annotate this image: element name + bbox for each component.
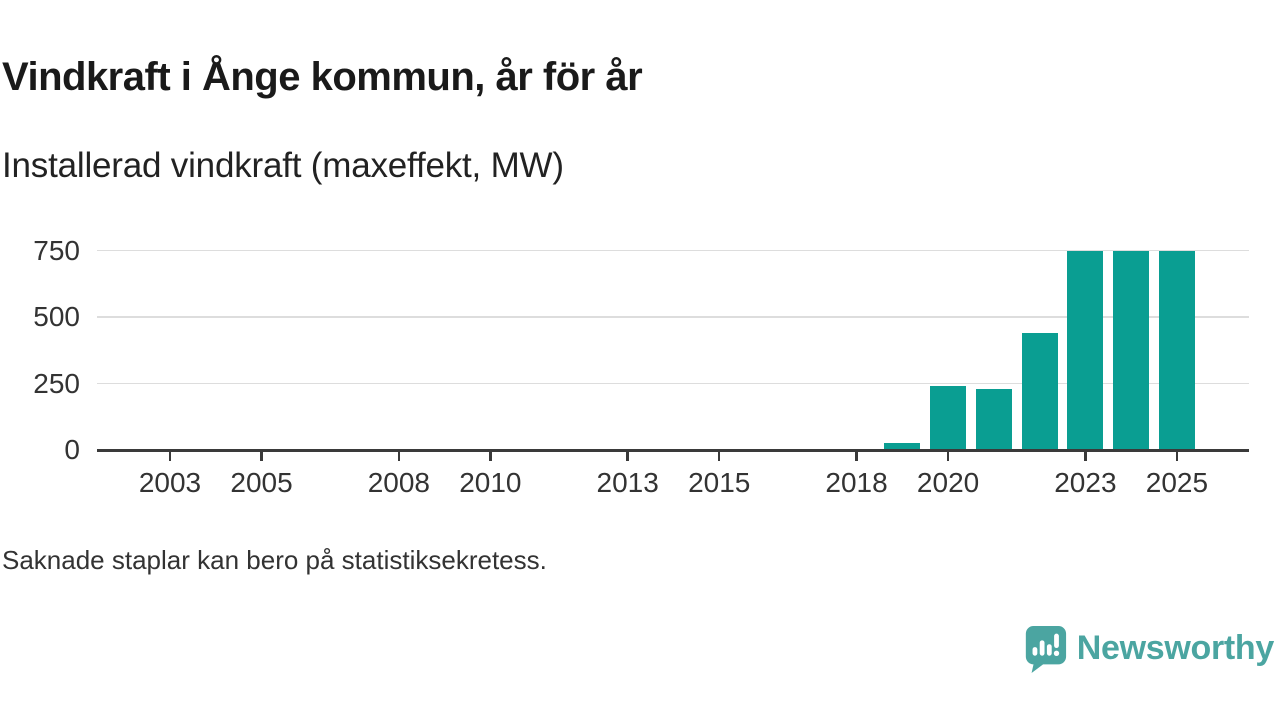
newsworthy-logo-icon — [1025, 625, 1066, 673]
x-axis-tick-2010 — [489, 451, 492, 461]
grid-line-750 — [97, 249, 1249, 252]
x-axis-label-2013: 2013 — [596, 467, 659, 498]
bar-2022 — [1021, 332, 1058, 449]
x-axis-tick-2023 — [1084, 451, 1087, 461]
x-axis-tick-2025 — [1175, 451, 1179, 461]
x-axis-tick-2020 — [946, 451, 950, 461]
x-axis-tick-2008 — [397, 451, 401, 461]
bar-2020 — [930, 386, 967, 449]
y-axis-label-750: 750 — [33, 234, 80, 266]
chart-title: Vindkraft i Ånge kommun, år för år — [2, 55, 643, 99]
x-axis-tick-2003 — [168, 451, 172, 461]
bar-2021 — [975, 388, 1012, 449]
y-axis-label-250: 250 — [33, 367, 80, 399]
x-axis-tick-2005 — [260, 451, 263, 461]
x-axis-label-2018: 2018 — [825, 467, 888, 498]
bar-2025 — [1158, 250, 1195, 449]
bar-2019 — [884, 443, 921, 449]
x-axis-label-2003: 2003 — [138, 467, 202, 498]
grid-line-250 — [97, 382, 1249, 385]
y-axis-label-500: 500 — [33, 301, 80, 332]
y-axis-label-0: 0 — [64, 434, 80, 465]
x-axis-label-2025: 2025 — [1145, 467, 1209, 498]
x-axis-tick-2015 — [717, 451, 721, 461]
x-axis-tick-2013 — [626, 451, 629, 461]
x-axis-label-2010: 2010 — [459, 467, 522, 498]
x-axis-label-2008: 2008 — [367, 467, 430, 498]
x-axis-label-2015: 2015 — [688, 467, 751, 498]
newsworthy-logo-text: Newsworthy — [1076, 629, 1275, 667]
newsworthy-logo: Newsworthy — [1022, 624, 1274, 673]
grid-line-500 — [97, 316, 1249, 318]
chart-subtitle: Installerad vindkraft (maxeffekt, MW) — [2, 146, 564, 185]
footnote: Saknade staplar kan bero på statistiksek… — [2, 545, 547, 575]
x-axis-line — [97, 448, 1249, 452]
x-axis-label-2005: 2005 — [230, 467, 293, 498]
bar-2023 — [1067, 250, 1104, 449]
x-axis-label-2020: 2020 — [916, 467, 980, 498]
x-axis-label-2023: 2023 — [1054, 467, 1117, 498]
bar-2024 — [1113, 250, 1150, 449]
x-axis-tick-2018 — [855, 451, 858, 461]
